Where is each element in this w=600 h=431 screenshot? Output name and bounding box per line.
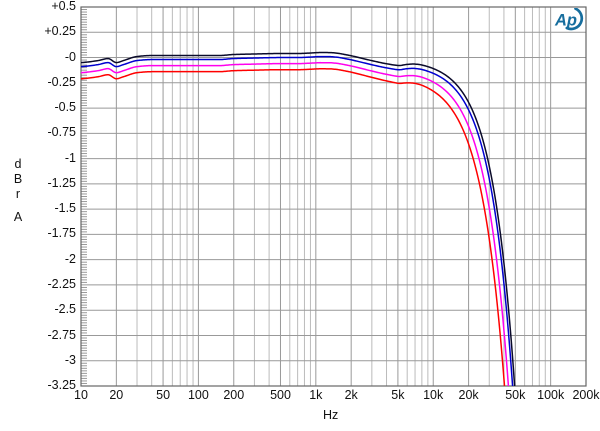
svg-text:Ap: Ap xyxy=(554,12,577,30)
